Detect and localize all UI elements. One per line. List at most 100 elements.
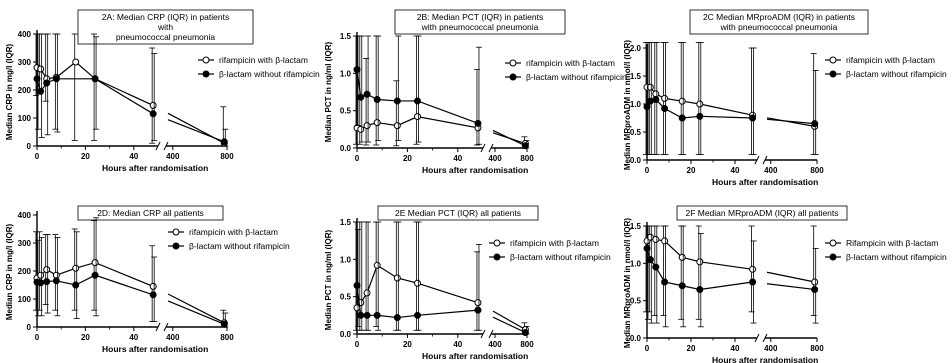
open-circle-marker xyxy=(393,122,401,130)
y-tick-label: 0.0 xyxy=(630,156,642,165)
title-box xyxy=(377,205,539,221)
filled-circle-marker xyxy=(33,75,41,83)
series-no-rifampicin xyxy=(353,35,530,150)
x-axis-label: Hours after randomisation xyxy=(422,351,528,361)
y-tick-label: 2.0 xyxy=(630,44,642,53)
y-tick-label: 300 xyxy=(18,239,32,248)
open-circle-marker xyxy=(474,299,482,307)
open-circle-marker xyxy=(678,97,686,105)
series-line-break-right xyxy=(492,316,526,334)
x-tick-label: 40 xyxy=(453,340,462,349)
panel-c: 0.0 0.5 1.0 1.5 2.0 0 20 40 400 800 Hours after ra… xyxy=(623,9,947,187)
series-line-break-right xyxy=(492,310,526,331)
y-tick-label: 0.5 xyxy=(630,297,642,306)
filled-circle-marker xyxy=(373,95,381,103)
legend-filled-marker xyxy=(829,70,837,78)
chart-title-line: with pneumococcal pneumonia xyxy=(421,22,539,32)
legend-open-marker xyxy=(493,239,501,247)
legend-filled-marker xyxy=(829,253,837,261)
axis-break-mark xyxy=(754,333,760,343)
filled-circle-marker xyxy=(363,90,371,98)
legend-filled-marker xyxy=(509,73,517,81)
axis-break-mark xyxy=(480,143,486,153)
open-circle-marker xyxy=(749,265,757,273)
filled-circle-marker xyxy=(52,277,60,285)
open-circle-marker xyxy=(696,100,704,108)
panel-d: 0 100 200 300 400 0 20 40 400 800 Hours after rand… xyxy=(5,205,290,354)
y-tick-label: 400 xyxy=(18,211,32,220)
open-circle-marker xyxy=(363,122,371,130)
filled-circle-marker xyxy=(413,97,421,105)
y-tick-label: 0.5 xyxy=(630,128,642,137)
filled-circle-marker xyxy=(811,120,819,128)
axis-break-mark xyxy=(762,333,768,343)
x-tick-label: 0 xyxy=(355,154,360,163)
filled-circle-marker xyxy=(91,271,99,279)
open-circle-marker xyxy=(413,279,421,287)
x-axis-label: Hours after randomisation xyxy=(102,344,208,354)
legend-open-marker xyxy=(172,228,180,236)
series-line-break-right xyxy=(766,118,815,125)
open-circle-marker xyxy=(652,235,660,243)
y-tick-label: 1.5 xyxy=(630,222,642,231)
filled-circle-marker xyxy=(357,93,365,101)
open-circle-marker xyxy=(646,83,654,91)
panel-f: 0.0 0.5 1.0 1.5 0 20 40 400 800 Hours after rando… xyxy=(623,205,947,363)
filled-circle-marker xyxy=(474,306,482,314)
series-rifampicin xyxy=(353,221,529,335)
legend-label: β-lactam without rifampicin xyxy=(846,252,947,262)
filled-circle-marker xyxy=(353,281,361,289)
filled-circle-marker xyxy=(37,279,45,287)
legend-label: β-lactam without rifampicin xyxy=(846,69,947,79)
legend-label: Rifampicin with β-lactam xyxy=(846,238,938,248)
open-circle-marker xyxy=(678,253,686,261)
chart-title-line: with pneumococcal pneumonia xyxy=(720,22,838,32)
y-tick-label: 0.0 xyxy=(630,334,642,343)
filled-circle-marker xyxy=(749,114,757,122)
y-axis-label: Median MRproADM in nmol/l (IQR) xyxy=(623,218,632,349)
filled-circle-marker xyxy=(91,75,99,83)
open-circle-marker xyxy=(149,101,157,109)
y-tick-label: 1.0 xyxy=(630,100,642,109)
y-tick-label: 0.5 xyxy=(340,293,352,302)
y-tick-label: 1.0 xyxy=(340,255,352,264)
filled-circle-marker xyxy=(696,112,704,120)
open-circle-marker xyxy=(357,125,365,133)
x-tick-label: 40 xyxy=(129,333,138,342)
x-axis-label: Hours after randomisation xyxy=(712,355,818,363)
series-no-rifampicin xyxy=(33,33,229,147)
legend-open-marker xyxy=(829,239,837,247)
x-axis-label: Hours after randomisation xyxy=(102,163,208,173)
y-tick-label: 1.0 xyxy=(340,69,352,78)
legend-filled-marker xyxy=(493,253,501,261)
y-tick-label: 0.0 xyxy=(340,330,352,339)
axis-break-mark xyxy=(163,141,169,151)
legend-label: rifampicin with β-lactam xyxy=(846,55,935,65)
filled-circle-marker xyxy=(52,75,60,83)
filled-circle-marker xyxy=(643,103,651,111)
x-tick-label: 800 xyxy=(520,340,534,349)
filled-circle-marker xyxy=(220,320,228,328)
legend-label: β-lactam without rifampicin xyxy=(526,72,627,82)
filled-circle-marker xyxy=(652,263,660,271)
filled-circle-marker xyxy=(413,311,421,319)
x-tick-label: 20 xyxy=(403,154,412,163)
chart-title-line: 2D: Median CRP all patients xyxy=(97,208,204,218)
x-tick-label: 400 xyxy=(166,152,180,161)
filled-circle-marker xyxy=(393,314,401,322)
open-circle-marker xyxy=(811,278,819,286)
x-tick-label: 0 xyxy=(35,152,40,161)
open-circle-marker xyxy=(72,58,80,66)
x-tick-label: 800 xyxy=(220,333,234,342)
chart-title-line: 2F Median MRproADM (IQR) all patients xyxy=(685,208,838,218)
panel-e: 0.0 0.5 1.0 1.5 0 20 40 400 800 Hours after rando… xyxy=(324,205,611,361)
x-tick-label: 800 xyxy=(220,152,234,161)
filled-circle-marker xyxy=(521,142,529,150)
legend-filled-marker xyxy=(202,70,210,78)
filled-circle-marker xyxy=(72,281,80,289)
legend-label: β-lactam without rifampicin xyxy=(510,252,611,262)
filled-circle-marker xyxy=(353,66,361,74)
chart-title-line: 2E Median PCT (IQR) all patients xyxy=(395,208,521,218)
series-line-break-right xyxy=(167,300,225,325)
y-tick-label: 200 xyxy=(18,86,32,95)
